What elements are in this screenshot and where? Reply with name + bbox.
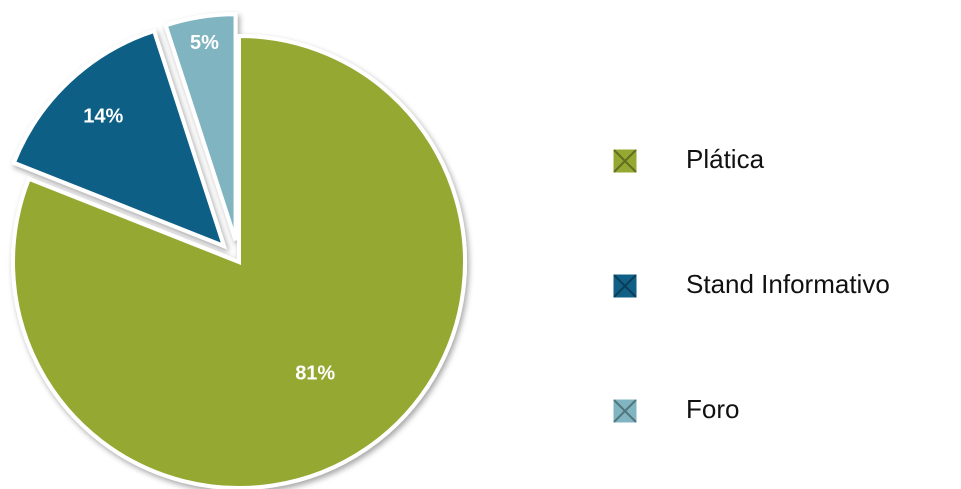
legend-swatch-bevel <box>613 274 637 298</box>
legend-swatch <box>612 273 638 299</box>
legend-swatch-bevel <box>613 399 637 423</box>
data-label: 14% <box>83 106 123 128</box>
legend-swatch <box>612 398 638 424</box>
legend: Plática Stand Informativo Foro <box>612 144 890 424</box>
legend-swatch <box>612 148 638 174</box>
pie-slice <box>11 33 467 489</box>
legend-label: Plática <box>686 144 765 174</box>
data-label: 5% <box>190 32 219 54</box>
pie <box>11 12 467 489</box>
pie-slice <box>11 28 228 250</box>
data-label: 81% <box>295 362 335 384</box>
legend-label: Foro <box>686 394 739 424</box>
legend-label: Stand Informativo <box>686 269 890 299</box>
pie-slice <box>163 12 238 241</box>
legend-swatch-bevel <box>613 149 637 173</box>
data-labels: 81% 14% 5% <box>83 32 335 384</box>
